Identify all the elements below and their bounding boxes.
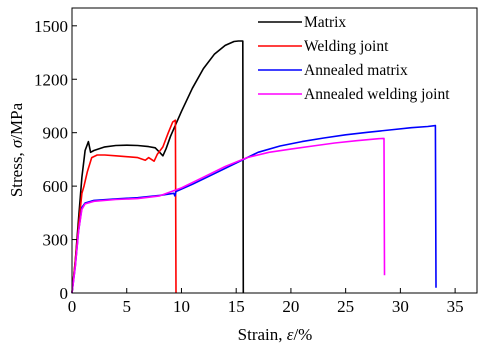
y-tick-label-2: 600 [43, 177, 69, 196]
legend-label-0: Matrix [304, 14, 346, 31]
x-tick-label-1: 5 [122, 297, 131, 316]
x-tick-label-4: 20 [282, 297, 299, 316]
x-axis-label-prefix: Strain, [238, 325, 287, 344]
x-axis-label-suffix: /% [293, 325, 312, 344]
legend-label-1: Welding joint [304, 38, 389, 55]
series-line-1 [71, 119, 177, 294]
y-axis-label-symbol: σ [7, 139, 26, 148]
legend-label-3: Annealed welding joint [304, 86, 450, 103]
legend-label-2: Annealed matrix [304, 62, 408, 79]
y-axis-label-suffix: /MPa [7, 102, 26, 139]
y-axis-label-prefix: Stress, [7, 148, 26, 197]
x-tick-label-6: 30 [392, 297, 409, 316]
x-axis-label: Strain, ε/% [238, 325, 313, 344]
legend: Matrix Welding joint Annealed matrix Anneal… [258, 14, 450, 103]
y-tick-label-4: 1200 [34, 70, 68, 89]
x-tick-label-3: 15 [228, 297, 245, 316]
x-tick-label-7: 35 [447, 297, 464, 316]
y-tick-label-5: 1500 [34, 17, 68, 36]
x-axis-label-symbol: ε [287, 325, 294, 344]
x-tick-label-5: 25 [337, 297, 354, 316]
ticks-group: 0 5 10 15 20 25 30 35 0 300 600 900 1200 1500 [34, 17, 464, 316]
y-tick-label-3: 900 [43, 124, 69, 143]
y-tick-label-1: 300 [43, 231, 69, 250]
x-tick-label-0: 0 [68, 297, 77, 316]
x-tick-label-2: 10 [173, 297, 190, 316]
y-tick-label-0: 0 [60, 284, 69, 303]
y-axis-label: Stress, σ/MPa [7, 102, 26, 197]
series-group [71, 40, 437, 294]
series-line-2 [71, 124, 437, 294]
series-line-0 [71, 40, 245, 294]
plot-frame [71, 7, 478, 294]
series-line-3 [71, 137, 386, 294]
